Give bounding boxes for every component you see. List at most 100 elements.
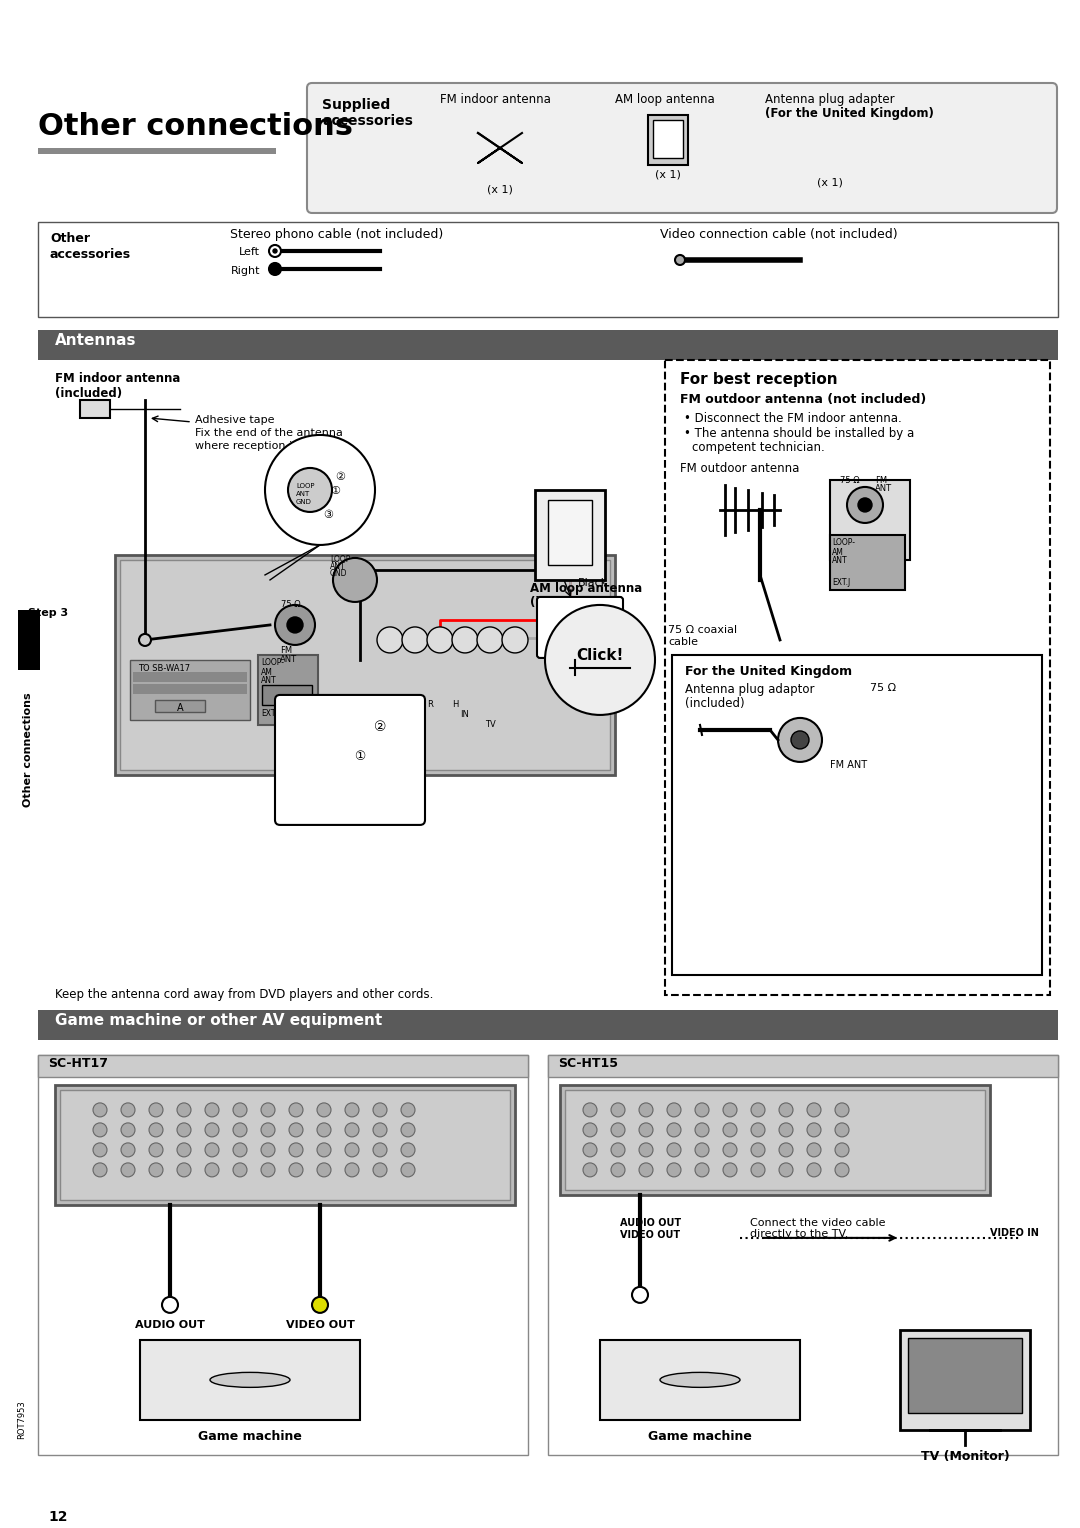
Circle shape	[807, 1103, 821, 1117]
Text: EXT.J: EXT.J	[261, 709, 280, 718]
Circle shape	[233, 1163, 247, 1177]
Circle shape	[318, 1103, 330, 1117]
Bar	[258, 656, 318, 724]
Circle shape	[345, 1163, 359, 1177]
Circle shape	[93, 1163, 107, 1177]
Text: AUDIO OUT: AUDIO OUT	[135, 1320, 205, 1329]
Text: VIDEO IN: VIDEO IN	[990, 1229, 1039, 1238]
Circle shape	[723, 1163, 737, 1177]
Text: 75 Ω: 75 Ω	[870, 683, 896, 692]
Circle shape	[177, 1103, 191, 1117]
Circle shape	[778, 718, 822, 762]
Circle shape	[583, 1123, 597, 1137]
Circle shape	[288, 468, 332, 512]
Text: R: R	[427, 700, 433, 709]
Bar	[831, 480, 910, 559]
Text: LOOP-: LOOP-	[261, 659, 284, 666]
Text: (included): (included)	[530, 596, 597, 610]
Circle shape	[696, 1123, 708, 1137]
Text: IN: IN	[460, 711, 470, 720]
Circle shape	[696, 1103, 708, 1117]
Circle shape	[583, 1163, 597, 1177]
Bar	[831, 535, 905, 590]
Text: AM loop antenna: AM loop antenna	[615, 93, 715, 105]
Bar	[38, 330, 1058, 361]
Bar	[140, 1340, 360, 1420]
Text: Connect the video cable
directly to the TV.: Connect the video cable directly to the …	[750, 1218, 886, 1239]
Text: LOOP: LOOP	[330, 555, 350, 564]
Circle shape	[121, 1123, 135, 1137]
Bar	[535, 490, 605, 581]
Circle shape	[847, 487, 883, 523]
Circle shape	[667, 1143, 681, 1157]
Circle shape	[696, 1163, 708, 1177]
Circle shape	[177, 1163, 191, 1177]
Text: White: White	[578, 639, 610, 648]
Text: Antenna plug adaptor: Antenna plug adaptor	[685, 683, 814, 695]
Text: EXT.J: EXT.J	[832, 578, 850, 587]
Circle shape	[791, 730, 809, 749]
Circle shape	[205, 1143, 219, 1157]
Circle shape	[162, 1297, 178, 1313]
Circle shape	[401, 1123, 415, 1137]
Text: Stereo phono cable (not included): Stereo phono cable (not included)	[230, 228, 443, 241]
Text: Video connection cable (not included): Video connection cable (not included)	[660, 228, 897, 241]
Text: Game machine or other AV equipment: Game machine or other AV equipment	[55, 1013, 382, 1028]
Text: VIDEO OUT: VIDEO OUT	[285, 1320, 354, 1329]
Circle shape	[667, 1103, 681, 1117]
Circle shape	[807, 1123, 821, 1137]
Circle shape	[273, 249, 276, 254]
Text: VIDEO OUT: VIDEO OUT	[620, 1230, 680, 1239]
Circle shape	[632, 1287, 648, 1303]
Text: 75 Ω coaxial
cable: 75 Ω coaxial cable	[669, 625, 738, 646]
Text: ANT: ANT	[330, 562, 346, 571]
Text: LOOP-: LOOP-	[832, 538, 855, 547]
Circle shape	[93, 1103, 107, 1117]
Circle shape	[93, 1123, 107, 1137]
Circle shape	[779, 1103, 793, 1117]
Bar	[672, 656, 1042, 975]
Bar	[548, 1054, 1058, 1455]
Text: AM loop antenna: AM loop antenna	[530, 582, 643, 594]
Circle shape	[696, 1143, 708, 1157]
Circle shape	[453, 626, 478, 652]
Circle shape	[751, 1143, 765, 1157]
Circle shape	[583, 1143, 597, 1157]
Ellipse shape	[210, 1372, 291, 1387]
Circle shape	[401, 1143, 415, 1157]
Bar	[130, 660, 249, 720]
Circle shape	[261, 1103, 275, 1117]
Bar	[565, 1089, 985, 1190]
Circle shape	[93, 1143, 107, 1157]
Circle shape	[723, 1103, 737, 1117]
Circle shape	[611, 1163, 625, 1177]
Text: ANT: ANT	[832, 556, 848, 565]
Circle shape	[289, 1103, 303, 1117]
Circle shape	[177, 1123, 191, 1137]
Text: Red: Red	[578, 620, 599, 630]
Bar	[114, 555, 615, 775]
Circle shape	[667, 1163, 681, 1177]
Text: 75 Ω: 75 Ω	[840, 475, 860, 484]
Bar	[600, 1340, 800, 1420]
FancyBboxPatch shape	[307, 83, 1057, 212]
Circle shape	[269, 244, 281, 257]
Circle shape	[233, 1103, 247, 1117]
Circle shape	[149, 1123, 163, 1137]
Bar	[561, 1085, 990, 1195]
Circle shape	[233, 1143, 247, 1157]
Circle shape	[121, 1103, 135, 1117]
Circle shape	[177, 1143, 191, 1157]
Circle shape	[639, 1163, 653, 1177]
Circle shape	[639, 1103, 653, 1117]
Text: H: H	[451, 700, 458, 709]
Text: ANT: ANT	[261, 675, 276, 685]
Circle shape	[345, 1123, 359, 1137]
FancyBboxPatch shape	[275, 695, 426, 825]
Circle shape	[402, 626, 428, 652]
Circle shape	[121, 1163, 135, 1177]
Bar	[18, 610, 40, 669]
Text: AM: AM	[261, 668, 273, 677]
Circle shape	[373, 1163, 387, 1177]
Circle shape	[289, 1143, 303, 1157]
